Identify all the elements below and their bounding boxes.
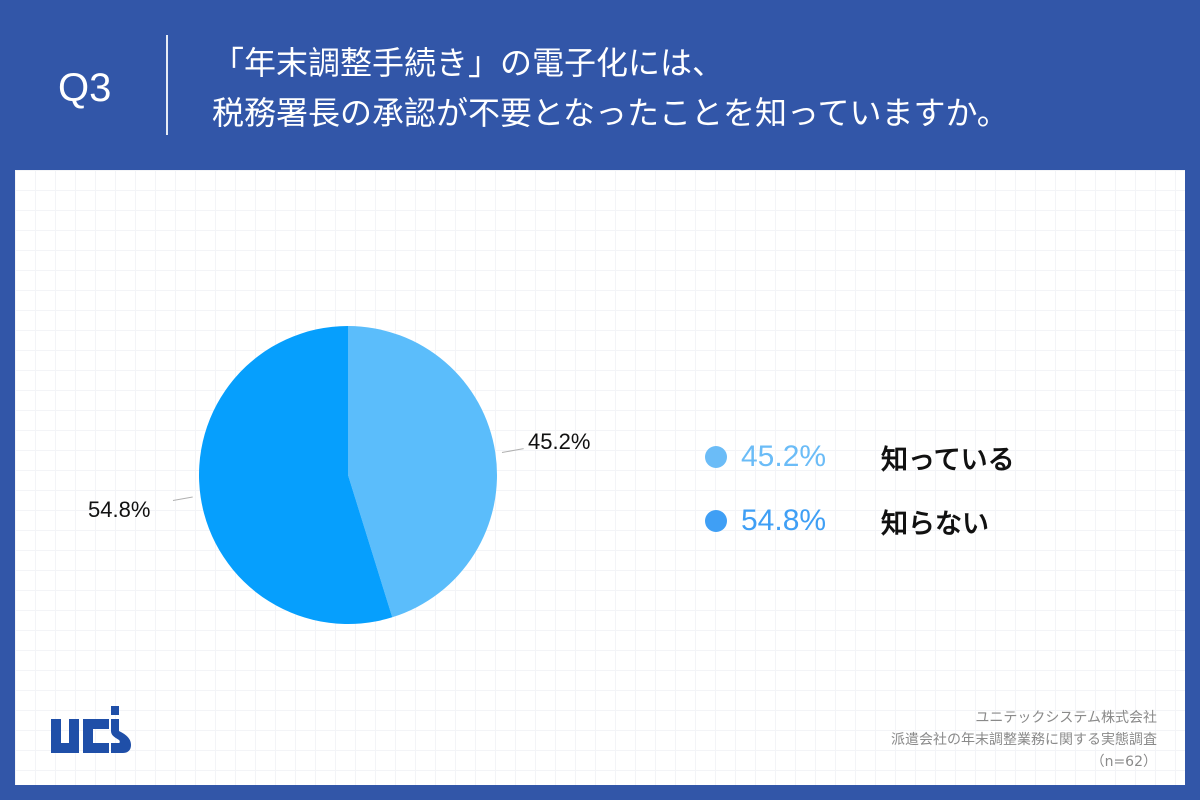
- pie-slice-2: [198, 326, 393, 624]
- pie-chart: [198, 325, 498, 625]
- question-title-line1: 「年末調整手続き」の電子化には、: [212, 44, 725, 82]
- legend-dot-icon: [705, 446, 727, 468]
- ucs-logo-icon: [35, 705, 135, 755]
- data-label-slice2: 54.8%: [88, 497, 151, 522]
- legend: 45.2% 知っている 54.8% 知らない: [705, 425, 1015, 553]
- question-title-line2: 税務署長の承認が不要となったことを知っていますか。: [212, 94, 1009, 132]
- legend-label: 知らない: [881, 508, 989, 540]
- header: Q3 「年末調整手続き」の電子化には、 税務署長の承認が不要となったことを知って…: [0, 0, 1200, 170]
- pie-slice-1: [348, 326, 497, 618]
- pie-chart-svg: [198, 326, 497, 624]
- legend-dot-icon: [705, 510, 727, 532]
- leader-line-slice2: [172, 496, 193, 501]
- header-divider: [166, 35, 168, 135]
- legend-percent: 54.8%: [741, 504, 827, 537]
- chart-panel: 45.2% 54.8% 45.2% 知っている 54.8% 知らない: [15, 170, 1185, 785]
- legend-percent: 45.2%: [741, 440, 827, 473]
- legend-item-known: 45.2% 知っている: [705, 425, 1015, 489]
- question-number: Q3: [58, 66, 112, 110]
- source-survey: 派遣会社の年末調整業務に関する実態調査: [891, 732, 1157, 748]
- legend-label: 知っている: [881, 444, 1015, 476]
- sample-size: （n=62）: [1090, 754, 1157, 770]
- legend-item-unknown: 54.8% 知らない: [705, 489, 1015, 553]
- source-company: ユニテックシステム株式会社: [975, 710, 1157, 726]
- data-label-slice1: 45.2%: [528, 429, 591, 454]
- question-title: 「年末調整手続き」の電子化には、 税務署長の承認が不要となったことを知っています…: [212, 38, 1172, 138]
- leader-line-slice1: [501, 448, 524, 453]
- source-note: ユニテックシステム株式会社 派遣会社の年末調整業務に関する実態調査 （n=62）: [891, 707, 1157, 773]
